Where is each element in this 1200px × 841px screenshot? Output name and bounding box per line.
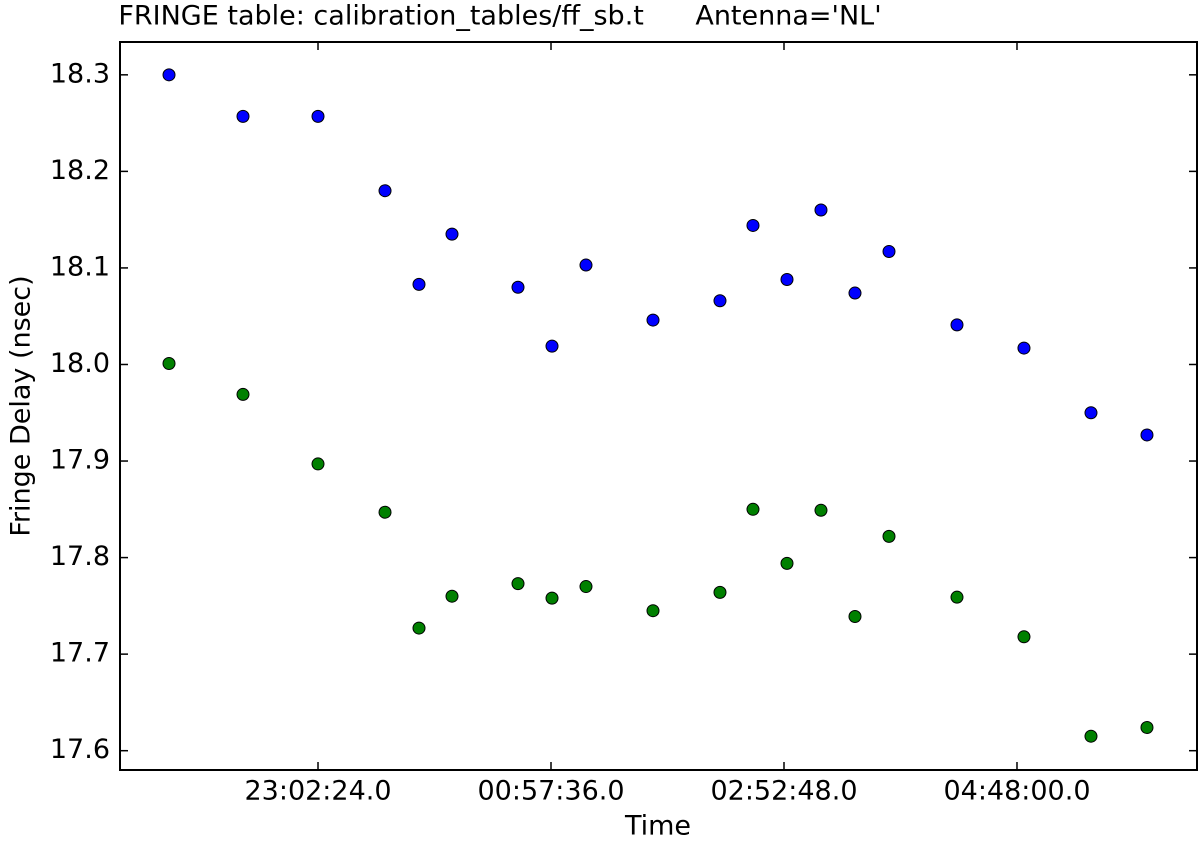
y-axis-label: Fringe Delay (nsec) bbox=[6, 275, 37, 536]
point bbox=[780, 556, 794, 570]
point bbox=[713, 585, 727, 599]
point bbox=[445, 227, 459, 241]
point bbox=[378, 505, 392, 519]
point bbox=[579, 258, 593, 272]
point bbox=[814, 503, 828, 517]
x-tick-label: 04:48:00.0 bbox=[943, 776, 1090, 807]
point bbox=[780, 273, 794, 287]
y-tick-label: 17.8 bbox=[50, 541, 110, 572]
point bbox=[746, 218, 760, 232]
x-axis-label: Time bbox=[624, 811, 691, 841]
point bbox=[311, 109, 325, 123]
point bbox=[646, 604, 660, 618]
point bbox=[950, 590, 964, 604]
point bbox=[511, 577, 525, 591]
point bbox=[1140, 721, 1154, 735]
point bbox=[412, 277, 426, 291]
point bbox=[713, 294, 727, 308]
point bbox=[236, 109, 250, 123]
point bbox=[311, 457, 325, 471]
point bbox=[1084, 406, 1098, 420]
point bbox=[1017, 630, 1031, 644]
point bbox=[1017, 341, 1031, 355]
y-tick-label: 18.3 bbox=[50, 58, 110, 89]
y-tick-label: 17.6 bbox=[50, 734, 110, 765]
point bbox=[412, 621, 426, 635]
y-tick-label: 18.0 bbox=[50, 348, 110, 379]
point bbox=[1140, 428, 1154, 442]
point bbox=[545, 591, 559, 605]
point bbox=[378, 184, 392, 198]
point bbox=[579, 580, 593, 594]
x-tick-label: 02:52:48.0 bbox=[710, 776, 857, 807]
point bbox=[848, 286, 862, 300]
point bbox=[646, 313, 660, 327]
y-tick-label: 17.9 bbox=[50, 445, 110, 476]
point bbox=[162, 357, 176, 371]
chart-title: FRINGE table: calibration_tables/ff_sb.t… bbox=[118, 1, 881, 32]
point bbox=[746, 502, 760, 516]
point bbox=[545, 339, 559, 353]
x-tick-label: 23:02:24.0 bbox=[244, 776, 391, 807]
point bbox=[511, 280, 525, 294]
point bbox=[882, 245, 896, 259]
x-tick-label: 00:57:36.0 bbox=[477, 776, 624, 807]
y-tick-label: 17.7 bbox=[50, 638, 110, 669]
y-tick-label: 18.2 bbox=[50, 155, 110, 186]
point bbox=[445, 589, 459, 603]
point bbox=[236, 387, 250, 401]
point bbox=[848, 609, 862, 623]
plot-frame bbox=[119, 41, 1198, 771]
point bbox=[162, 68, 176, 82]
point bbox=[882, 529, 896, 543]
y-tick-label: 18.1 bbox=[50, 251, 110, 282]
point bbox=[1084, 729, 1098, 743]
point bbox=[814, 203, 828, 217]
point bbox=[950, 318, 964, 332]
